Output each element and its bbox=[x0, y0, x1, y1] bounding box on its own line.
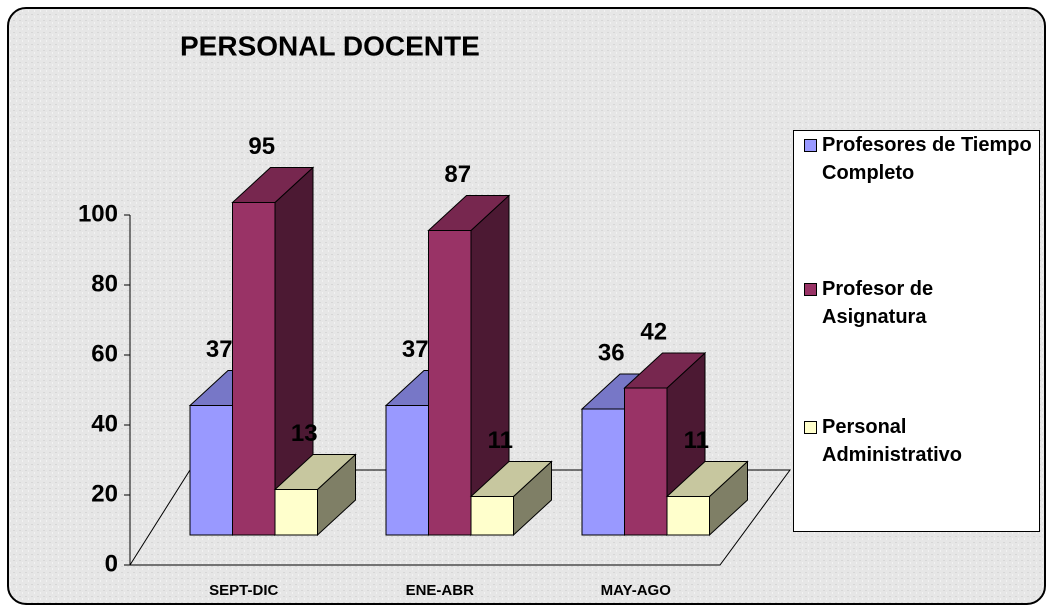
x-tick-label: ENE-ABR bbox=[406, 582, 475, 599]
bar-side-shade bbox=[275, 167, 313, 535]
bar-side-shade bbox=[471, 195, 509, 535]
data-label: 36 bbox=[598, 339, 625, 366]
bar bbox=[469, 460, 553, 537]
y-tick-label: 80 bbox=[91, 270, 118, 297]
legend-entry: Profesor de Asignatura bbox=[804, 275, 1034, 331]
bar-front bbox=[470, 496, 514, 536]
legend-swatch bbox=[804, 139, 817, 152]
bar-top-shade bbox=[275, 454, 356, 490]
bar bbox=[231, 166, 315, 537]
x-tick-label: SEPT-DIC bbox=[209, 582, 278, 599]
x-tick-label: MAY-AGO bbox=[601, 582, 672, 599]
bar-front bbox=[624, 387, 668, 536]
bar-top-shade bbox=[428, 195, 509, 231]
legend-label: Personal Administrativo bbox=[822, 416, 963, 466]
bar-top-shade bbox=[667, 461, 748, 497]
data-label: 11 bbox=[488, 427, 513, 454]
bar bbox=[427, 194, 511, 537]
data-label: 42 bbox=[640, 318, 667, 345]
bar-front bbox=[274, 489, 318, 536]
y-tick-label: 60 bbox=[91, 340, 118, 367]
bar-front bbox=[666, 496, 710, 536]
data-label: 11 bbox=[684, 427, 709, 454]
legend: Profesores de Tiempo Completo Profesor de… bbox=[793, 130, 1040, 532]
bar-front bbox=[581, 408, 625, 536]
bar-front bbox=[189, 405, 233, 536]
data-label: 37 bbox=[402, 336, 429, 363]
bar-side-shade bbox=[513, 461, 552, 535]
data-label: 13 bbox=[291, 420, 318, 447]
bar-side-shade bbox=[709, 461, 748, 535]
bar-top-shade bbox=[232, 167, 313, 203]
legend-label: Profesor de Asignatura bbox=[822, 278, 934, 328]
bar-front bbox=[385, 405, 429, 536]
legend-swatch bbox=[804, 421, 817, 434]
bar-top-shade bbox=[471, 461, 552, 497]
bar bbox=[273, 453, 357, 537]
bar-side-shade bbox=[317, 454, 356, 535]
bar bbox=[665, 460, 749, 537]
chart-title: PERSONAL DOCENTE bbox=[180, 30, 480, 61]
y-tick-label: 40 bbox=[91, 410, 118, 437]
data-label: 37 bbox=[206, 336, 233, 363]
y-tick-label: 100 bbox=[78, 200, 118, 227]
bar-front bbox=[232, 202, 276, 536]
y-tick-label: 20 bbox=[91, 480, 118, 507]
legend-label: Profesores de Tiempo Completo bbox=[822, 134, 1032, 184]
legend-swatch bbox=[804, 283, 817, 296]
data-label: 87 bbox=[444, 161, 471, 188]
legend-entry: Personal Administrativo bbox=[804, 413, 1034, 469]
data-label: 95 bbox=[248, 133, 275, 160]
floor bbox=[129, 469, 791, 566]
bar-front bbox=[428, 230, 472, 536]
legend-entry: Profesores de Tiempo Completo bbox=[804, 131, 1034, 187]
y-tick-label: 0 bbox=[105, 550, 118, 577]
bar-top-shade bbox=[624, 353, 705, 388]
